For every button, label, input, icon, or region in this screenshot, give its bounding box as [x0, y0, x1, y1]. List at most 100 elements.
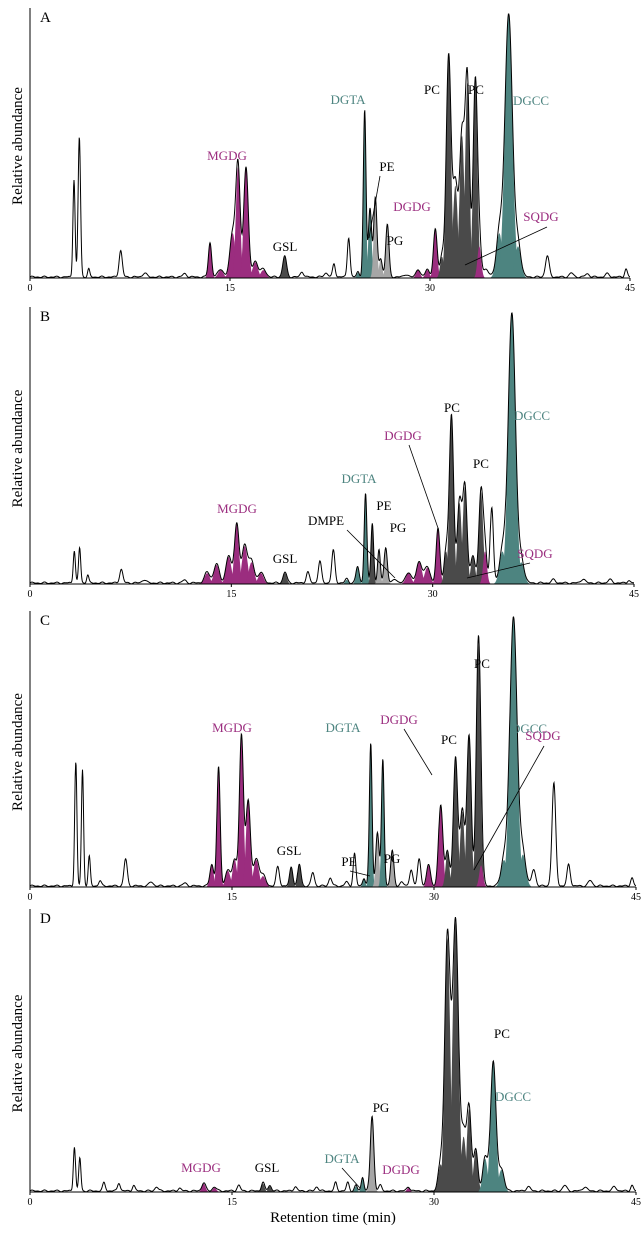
peak-label-sqdg: SQDG [517, 546, 552, 561]
peak-label-dgcc: DGCC [495, 1089, 531, 1104]
peak-label-dgdg: DGDG [384, 428, 422, 443]
peak-betaine-36.6 [508, 246, 528, 278]
panel-letter: A [40, 10, 51, 26]
peak-galacto-28.2 [399, 573, 418, 584]
peak-label-mgdg: MGDG [181, 1160, 221, 1175]
x-tick-label: 0 [28, 1197, 33, 1208]
peak-label-sqdg: SQDG [525, 728, 560, 743]
peak-label-dgcc: DGCC [513, 93, 549, 108]
peak-label-dgdg: DGDG [382, 1162, 420, 1177]
leader-line [473, 745, 545, 871]
peak-label-pg: PG [384, 851, 401, 866]
peak-label-mgdg: MGDG [212, 720, 252, 735]
x-tick-label: 30 [425, 283, 435, 294]
panel-letter: D [40, 911, 51, 927]
leader-line [464, 226, 548, 266]
peak-label-pc: PC [441, 732, 457, 747]
x-tick-label: 30 [429, 892, 439, 903]
peak-galacto-13.9 [208, 565, 226, 584]
y-axis-label: Relative abundance [10, 693, 26, 811]
peak-galacto-17.5 [254, 270, 272, 278]
peak-phospho_dark-31 [441, 851, 454, 887]
peak-galacto-14.3 [212, 270, 230, 278]
peak-galacto-17.2 [252, 573, 270, 584]
peak-label-pc: PC [494, 1026, 510, 1041]
peak-betaine-24.8 [359, 878, 369, 887]
peak-label-pc: PC [424, 82, 440, 97]
peak-label-pc: PC [473, 456, 489, 471]
x-axis-title: Retention time (min) [270, 1210, 396, 1226]
peak-galacto-15.4 [229, 524, 244, 584]
peak-phospho_dark-17.8 [264, 1186, 275, 1192]
x-tick-label: 0 [28, 892, 33, 903]
peak-label-dgta: DGTA [324, 1151, 360, 1166]
peak-label-gsl: GSL [255, 1160, 280, 1175]
peak-phospho_dark-33.4 [468, 80, 483, 278]
peak-label-pe: PE [376, 498, 391, 513]
peak-label-pe: PE [379, 159, 394, 174]
leader-line [408, 444, 439, 529]
leader-line [403, 728, 433, 776]
x-tick-label: 45 [625, 283, 635, 294]
peak-betaine-24.2 [351, 1186, 361, 1192]
peak-betaine-36.6 [513, 854, 533, 887]
peak-galacto-15.6 [231, 167, 245, 278]
peak-label-pg: PG [387, 233, 404, 248]
peak-galacto-13.7 [208, 1187, 221, 1192]
peak-label-dgta: DGTA [325, 720, 361, 735]
peak-label-dgcc: DGCC [514, 408, 550, 423]
y-axis-label: Relative abundance [10, 389, 26, 507]
peak-label-pg: PG [373, 1100, 390, 1115]
peak-label-gsl: GSL [273, 551, 298, 566]
leader-line [346, 529, 396, 579]
peak-label-pe: PE [341, 854, 356, 869]
peak-label-mgdg: MGDG [217, 501, 257, 516]
leader-line [368, 175, 381, 239]
y-axis-label: Relative abundance [10, 87, 26, 205]
peak-label-dgdg: DGDG [380, 712, 418, 727]
peak-galacto-33.7 [473, 246, 486, 278]
peak-label-gsl: GSL [273, 239, 298, 254]
peak-galacto-15.7 [235, 735, 248, 887]
peak-galacto-33.5 [475, 865, 488, 887]
peak-galacto-29.6 [418, 567, 436, 584]
leader-line [466, 562, 531, 579]
x-tick-label: 0 [28, 283, 33, 294]
trace-line-panel-A [29, 13, 631, 279]
x-tick-label: 15 [227, 892, 237, 903]
x-tick-label: 15 [227, 1197, 237, 1208]
peak-galacto-12.9 [197, 1183, 210, 1192]
peak-galacto-29.8 [420, 270, 434, 278]
peak-label-pc: PC [444, 400, 460, 415]
x-tick-label: 0 [28, 589, 33, 600]
leader-line [341, 1167, 361, 1189]
peak-label-pc: PC [474, 656, 490, 671]
peak-label-dgdg: DGDG [393, 199, 431, 214]
y-axis-label: Relative abundance [10, 994, 26, 1112]
peak-betaine-34.4 [484, 1061, 502, 1192]
peak-betaine-35.9 [501, 617, 526, 887]
peak-label-sqdg: SQDG [523, 209, 558, 224]
peak-betaine-24.6 [353, 272, 363, 278]
leader-line [349, 870, 371, 877]
x-tick-label: 15 [225, 283, 235, 294]
x-tick-label: 30 [429, 1197, 439, 1208]
panel-letter: B [40, 309, 50, 325]
peak-galacto-28.1 [403, 1187, 414, 1192]
peak-label-gsl: GSL [277, 843, 302, 858]
x-tick-label: 30 [428, 589, 438, 600]
x-tick-label: 45 [631, 1197, 641, 1208]
peak-label-dgcc: DGCC [511, 721, 547, 736]
peak-phospho_dark-32.8 [460, 82, 475, 278]
peak-label-pg: PG [390, 520, 407, 535]
x-tick-label: 15 [226, 589, 236, 600]
panel-letter: C [40, 613, 50, 629]
peak-galacto-16.2 [241, 800, 256, 887]
peak-galacto-16.5 [242, 562, 261, 584]
x-tick-label: 45 [631, 892, 641, 903]
peak-label-mgdg: MGDG [207, 148, 247, 163]
peak-phospho_dark-32.6 [462, 1108, 476, 1192]
peak-label-dgta: DGTA [341, 471, 377, 486]
peak-galacto-29.1 [411, 270, 425, 278]
